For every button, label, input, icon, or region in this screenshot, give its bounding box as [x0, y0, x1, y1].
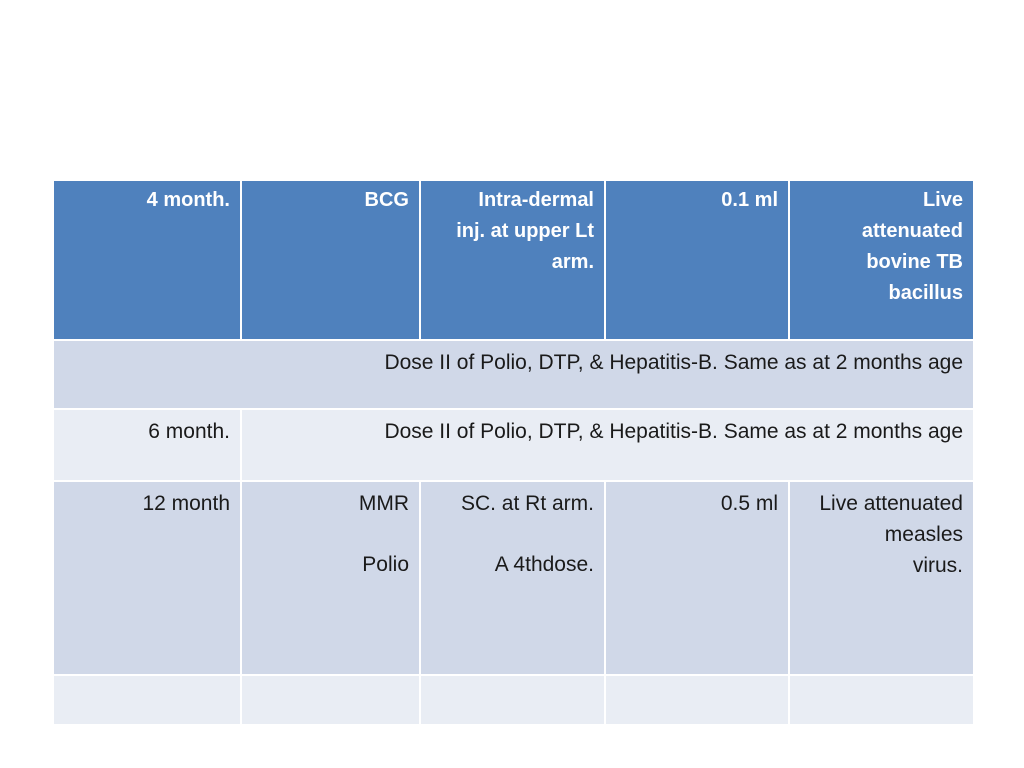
- table-row-dose-ii: Dose II of Polio, DTP, & Hepatitis-B. Sa…: [52, 339, 975, 410]
- route-label: A 4thdose.: [494, 553, 594, 576]
- vaccination-schedule-table: 4 month. BCG Intra-dermal inj. at upper …: [52, 179, 975, 726]
- age-label: 4 month.: [146, 189, 230, 211]
- type-line: bacillus: [888, 282, 963, 304]
- spacer: [252, 519, 409, 549]
- vaccine-label: Polio: [362, 553, 409, 576]
- table-row-12-month: 12 month MMR Polio SC. at Rt arm. A 4thd…: [52, 480, 975, 676]
- dose-ii-text: Dose II of Polio, DTP, & Hepatitis-B. Sa…: [384, 351, 963, 374]
- cell-age: 6 month.: [52, 408, 242, 482]
- dose-label: 0.5 ml: [720, 492, 778, 515]
- cell-6-month-note: Dose II of Polio, DTP, & Hepatitis-B. Sa…: [240, 408, 975, 482]
- route-line: inj. at upper Lt: [456, 220, 594, 242]
- cell-age: 4 month.: [52, 179, 242, 341]
- table-row-4-month: 4 month. BCG Intra-dermal inj. at upper …: [52, 179, 975, 341]
- cell-dose-ii-note: Dose II of Polio, DTP, & Hepatitis-B. Sa…: [52, 339, 975, 410]
- cell-age: 12 month: [52, 480, 242, 676]
- route-label: SC. at Rt arm.: [460, 492, 594, 515]
- table-row-empty: [52, 674, 975, 726]
- table-row-6-month: 6 month. Dose II of Polio, DTP, & Hepati…: [52, 408, 975, 482]
- type-line: attenuated: [861, 220, 963, 242]
- empty-cell: [240, 674, 421, 726]
- type-line: measles: [884, 523, 963, 546]
- empty-cell: [419, 674, 606, 726]
- dose-label: 0.1 ml: [721, 189, 778, 211]
- cell-vaccine: BCG: [240, 179, 421, 341]
- vaccine-label: MMR: [358, 492, 409, 515]
- type-line: virus.: [912, 554, 963, 577]
- cell-type: Live attenuated bovine TB bacillus: [788, 179, 975, 341]
- cell-vaccine: MMR Polio: [240, 480, 421, 676]
- empty-cell: [788, 674, 975, 726]
- cell-type: Live attenuated measles virus.: [788, 480, 975, 676]
- type-line: bovine TB: [866, 251, 963, 273]
- cell-route: Intra-dermal inj. at upper Lt arm.: [419, 179, 606, 341]
- type-line: Live: [922, 189, 963, 211]
- age-label: 12 month: [142, 492, 230, 515]
- cell-dose: 0.5 ml: [604, 480, 790, 676]
- empty-cell: [52, 674, 242, 726]
- age-label: 6 month.: [148, 420, 230, 443]
- route-line: arm.: [551, 251, 594, 273]
- route-line: Intra-dermal: [478, 189, 594, 211]
- type-line: Live attenuated: [819, 492, 963, 515]
- empty-cell: [604, 674, 790, 726]
- cell-dose: 0.1 ml: [604, 179, 790, 341]
- spacer: [431, 519, 594, 549]
- cell-route: SC. at Rt arm. A 4thdose.: [419, 480, 606, 676]
- vaccine-label: BCG: [364, 189, 409, 211]
- six-month-text: Dose II of Polio, DTP, & Hepatitis-B. Sa…: [384, 420, 963, 443]
